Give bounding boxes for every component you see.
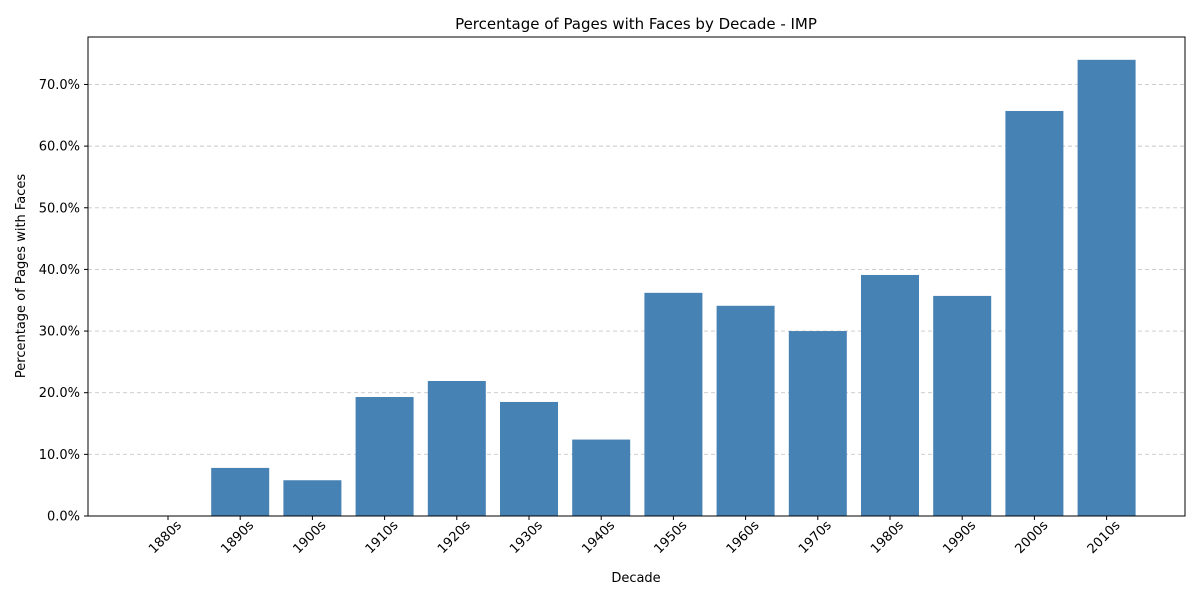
y-tick-label: 70.0%: [39, 78, 80, 93]
x-tick-label: 1960s: [724, 518, 763, 557]
x-axis-label: Decade: [611, 571, 660, 586]
plot-frame: [87, 36, 1186, 517]
bar-1910s: [355, 397, 414, 516]
bars: [211, 59, 1136, 517]
x-tick-label: 1920s: [435, 518, 474, 557]
bar-1980s: [861, 274, 919, 516]
x-tick-label: 1990s: [940, 518, 979, 557]
bar-1930s: [500, 401, 558, 516]
bar-1960s: [716, 305, 775, 516]
grid-lines: [88, 84, 1185, 455]
bar-2010s: [1077, 59, 1136, 517]
bar-1900s: [283, 480, 342, 516]
x-tick-label: 1900s: [291, 518, 330, 557]
x-tick-label: 2000s: [1013, 518, 1052, 557]
x-tick-label: 1880s: [146, 518, 185, 557]
bar-1970s: [788, 331, 847, 516]
y-axis-label: Percentage of Pages with Faces: [14, 174, 29, 378]
x-tick-label: 1890s: [218, 518, 257, 557]
y-tick-label: 40.0%: [39, 263, 80, 278]
bar-1940s: [572, 439, 631, 516]
bar-1890s: [211, 467, 270, 516]
y-axis-ticks: 0.0% 10.0% 20.0% 30.0% 40.0% 50.0% 60.0% 70.0%: [39, 78, 88, 525]
bar-1990s: [933, 295, 992, 516]
x-tick-label: 1980s: [868, 518, 907, 557]
y-tick-label: 0.0%: [47, 510, 80, 525]
y-tick-label: 60.0%: [39, 140, 80, 155]
x-tick-label: 1910s: [363, 518, 402, 557]
x-tick-label: 1930s: [507, 518, 546, 557]
chart-title: Percentage of Pages with Faces by Decade…: [455, 15, 817, 33]
bar-1920s: [427, 380, 486, 516]
y-tick-label: 30.0%: [39, 325, 80, 340]
y-tick-label: 10.0%: [39, 448, 80, 463]
bar-1950s: [644, 292, 703, 516]
bar-2000s: [1005, 110, 1064, 516]
x-tick-label: 1940s: [579, 518, 618, 557]
x-tick-label: 2010s: [1085, 518, 1124, 557]
y-tick-label: 50.0%: [39, 201, 80, 216]
x-tick-label: 1970s: [796, 518, 835, 557]
x-tick-label: 1950s: [652, 518, 691, 557]
x-axis-ticks: 1880s 1890s 1900s 1910s 1920s 1930s 1940s 1950s…: [146, 516, 1124, 557]
y-tick-label: 20.0%: [39, 386, 80, 401]
